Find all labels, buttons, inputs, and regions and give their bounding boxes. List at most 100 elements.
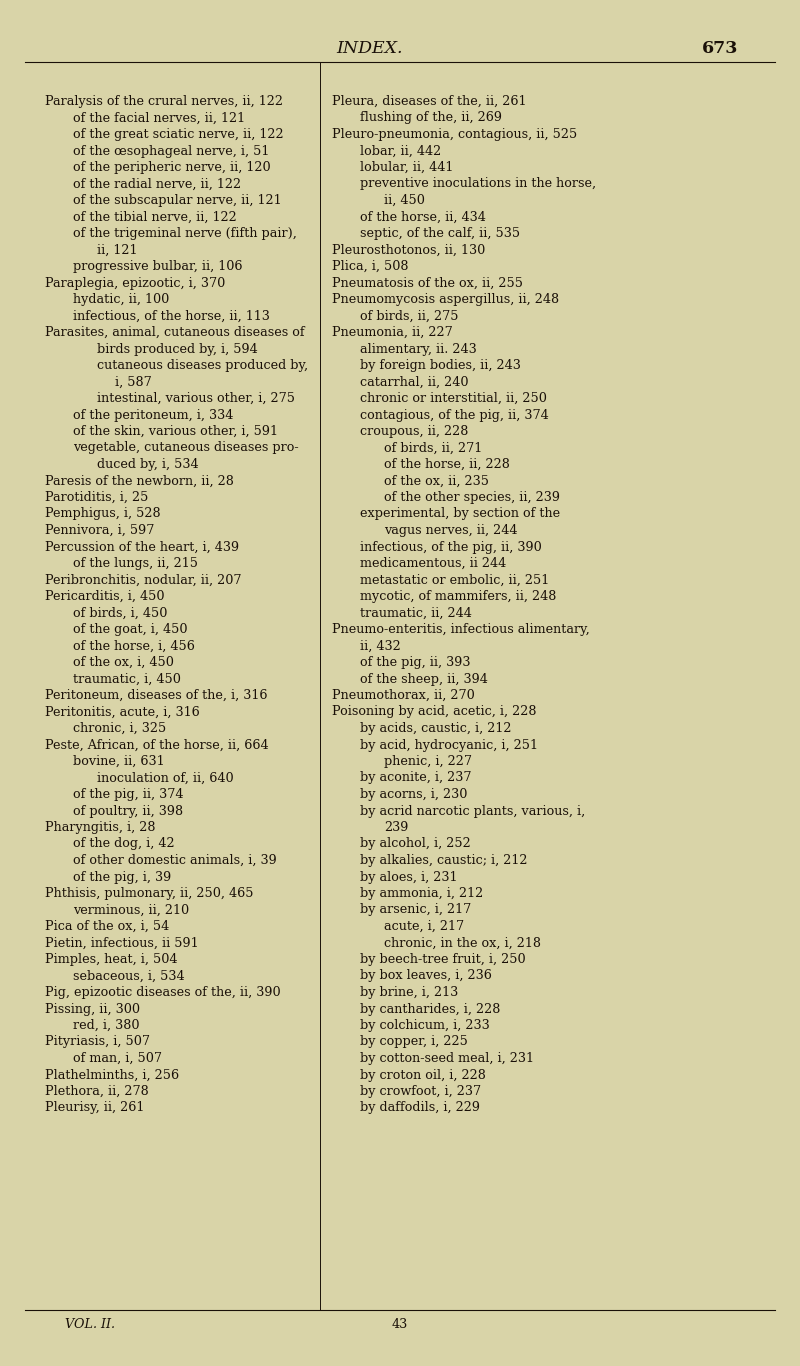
Text: Percussion of the heart, i, 439: Percussion of the heart, i, 439 bbox=[45, 541, 239, 553]
Text: mycotic, of mammifers, ii, 248: mycotic, of mammifers, ii, 248 bbox=[360, 590, 556, 602]
Text: of the skin, various other, i, 591: of the skin, various other, i, 591 bbox=[73, 425, 278, 438]
Text: Parasites, animal, cutaneous diseases of: Parasites, animal, cutaneous diseases of bbox=[45, 326, 305, 339]
Text: of the dog, i, 42: of the dog, i, 42 bbox=[73, 837, 174, 851]
Text: acute, i, 217: acute, i, 217 bbox=[384, 919, 464, 933]
Text: Pneumatosis of the ox, ii, 255: Pneumatosis of the ox, ii, 255 bbox=[332, 276, 523, 290]
Text: of the sheep, ii, 394: of the sheep, ii, 394 bbox=[360, 672, 488, 686]
Text: cutaneous diseases produced by,: cutaneous diseases produced by, bbox=[97, 359, 308, 372]
Text: of the subscapular nerve, ii, 121: of the subscapular nerve, ii, 121 bbox=[73, 194, 282, 208]
Text: of the ox, ii, 235: of the ox, ii, 235 bbox=[384, 474, 489, 488]
Text: traumatic, ii, 244: traumatic, ii, 244 bbox=[360, 607, 472, 620]
Text: by arsenic, i, 217: by arsenic, i, 217 bbox=[360, 903, 471, 917]
Text: Pharyngitis, i, 28: Pharyngitis, i, 28 bbox=[45, 821, 155, 835]
Text: Paresis of the newborn, ii, 28: Paresis of the newborn, ii, 28 bbox=[45, 474, 234, 488]
Text: chronic, in the ox, i, 218: chronic, in the ox, i, 218 bbox=[384, 937, 541, 949]
Text: 673: 673 bbox=[702, 40, 738, 57]
Text: of the facial nerves, ii, 121: of the facial nerves, ii, 121 bbox=[73, 112, 245, 124]
Text: by brine, i, 213: by brine, i, 213 bbox=[360, 986, 458, 999]
Text: ii, 432: ii, 432 bbox=[360, 639, 401, 653]
Text: phenic, i, 227: phenic, i, 227 bbox=[384, 755, 472, 768]
Text: of birds, i, 450: of birds, i, 450 bbox=[73, 607, 167, 620]
Text: of the radial nerve, ii, 122: of the radial nerve, ii, 122 bbox=[73, 178, 241, 190]
Text: catarrhal, ii, 240: catarrhal, ii, 240 bbox=[360, 376, 469, 388]
Text: of the œsophageal nerve, i, 51: of the œsophageal nerve, i, 51 bbox=[73, 145, 270, 157]
Text: of the lungs, ii, 215: of the lungs, ii, 215 bbox=[73, 557, 198, 570]
Text: 239: 239 bbox=[384, 821, 408, 835]
Text: Plathelminths, i, 256: Plathelminths, i, 256 bbox=[45, 1068, 179, 1082]
Text: red, i, 380: red, i, 380 bbox=[73, 1019, 139, 1031]
Text: vagus nerves, ii, 244: vagus nerves, ii, 244 bbox=[384, 525, 518, 537]
Text: Peritonitis, acute, i, 316: Peritonitis, acute, i, 316 bbox=[45, 705, 200, 719]
Text: of the pig, ii, 374: of the pig, ii, 374 bbox=[73, 788, 183, 800]
Text: intestinal, various other, i, 275: intestinal, various other, i, 275 bbox=[97, 392, 295, 404]
Text: Pimples, heat, i, 504: Pimples, heat, i, 504 bbox=[45, 953, 178, 966]
Text: of the pig, ii, 393: of the pig, ii, 393 bbox=[360, 656, 470, 669]
Text: experimental, by section of the: experimental, by section of the bbox=[360, 508, 560, 520]
Text: by cantharides, i, 228: by cantharides, i, 228 bbox=[360, 1003, 500, 1015]
Text: septic, of the calf, ii, 535: septic, of the calf, ii, 535 bbox=[360, 227, 520, 240]
Text: vegetable, cutaneous diseases pro-: vegetable, cutaneous diseases pro- bbox=[73, 441, 298, 455]
Text: by box leaves, i, 236: by box leaves, i, 236 bbox=[360, 970, 492, 982]
Text: Pneumothorax, ii, 270: Pneumothorax, ii, 270 bbox=[332, 688, 474, 702]
Text: Pennivora, i, 597: Pennivora, i, 597 bbox=[45, 525, 154, 537]
Text: of poultry, ii, 398: of poultry, ii, 398 bbox=[73, 805, 183, 817]
Text: by acorns, i, 230: by acorns, i, 230 bbox=[360, 788, 467, 800]
Text: by foreign bodies, ii, 243: by foreign bodies, ii, 243 bbox=[360, 359, 521, 372]
Text: infectious, of the pig, ii, 390: infectious, of the pig, ii, 390 bbox=[360, 541, 542, 553]
Text: infectious, of the horse, ii, 113: infectious, of the horse, ii, 113 bbox=[73, 310, 270, 322]
Text: ii, 450: ii, 450 bbox=[384, 194, 425, 208]
Text: Pneumomycosis aspergillus, ii, 248: Pneumomycosis aspergillus, ii, 248 bbox=[332, 292, 559, 306]
Text: by alkalies, caustic; i, 212: by alkalies, caustic; i, 212 bbox=[360, 854, 527, 867]
Text: Pleura, diseases of the, ii, 261: Pleura, diseases of the, ii, 261 bbox=[332, 96, 526, 108]
Text: Pemphigus, i, 528: Pemphigus, i, 528 bbox=[45, 508, 161, 520]
Text: Poisoning by acid, acetic, i, 228: Poisoning by acid, acetic, i, 228 bbox=[332, 705, 537, 719]
Text: of the trigeminal nerve (fifth pair),: of the trigeminal nerve (fifth pair), bbox=[73, 227, 297, 240]
Text: of the goat, i, 450: of the goat, i, 450 bbox=[73, 623, 187, 637]
Text: Phthisis, pulmonary, ii, 250, 465: Phthisis, pulmonary, ii, 250, 465 bbox=[45, 887, 254, 900]
Text: of the great sciatic nerve, ii, 122: of the great sciatic nerve, ii, 122 bbox=[73, 128, 284, 141]
Text: Parotiditis, i, 25: Parotiditis, i, 25 bbox=[45, 490, 148, 504]
Text: Plica, i, 508: Plica, i, 508 bbox=[332, 260, 409, 273]
Text: Pneumo-enteritis, infectious alimentary,: Pneumo-enteritis, infectious alimentary, bbox=[332, 623, 590, 637]
Text: of the horse, ii, 434: of the horse, ii, 434 bbox=[360, 210, 486, 224]
Text: of the peritoneum, i, 334: of the peritoneum, i, 334 bbox=[73, 408, 234, 422]
Text: of the other species, ii, 239: of the other species, ii, 239 bbox=[384, 490, 560, 504]
Text: by aconite, i, 237: by aconite, i, 237 bbox=[360, 772, 471, 784]
Text: by colchicum, i, 233: by colchicum, i, 233 bbox=[360, 1019, 490, 1031]
Text: Pleurosthotonos, ii, 130: Pleurosthotonos, ii, 130 bbox=[332, 243, 486, 257]
Text: Peribronchitis, nodular, ii, 207: Peribronchitis, nodular, ii, 207 bbox=[45, 574, 242, 586]
Text: duced by, i, 534: duced by, i, 534 bbox=[97, 458, 198, 471]
Text: of the ox, i, 450: of the ox, i, 450 bbox=[73, 656, 174, 669]
Text: of the peripheric nerve, ii, 120: of the peripheric nerve, ii, 120 bbox=[73, 161, 270, 173]
Text: by acid, hydrocyanic, i, 251: by acid, hydrocyanic, i, 251 bbox=[360, 739, 538, 751]
Text: preventive inoculations in the horse,: preventive inoculations in the horse, bbox=[360, 178, 596, 190]
Text: by cotton-seed meal, i, 231: by cotton-seed meal, i, 231 bbox=[360, 1052, 534, 1065]
Text: by croton oil, i, 228: by croton oil, i, 228 bbox=[360, 1068, 486, 1082]
Text: of the pig, i, 39: of the pig, i, 39 bbox=[73, 870, 171, 884]
Text: metastatic or embolic, ii, 251: metastatic or embolic, ii, 251 bbox=[360, 574, 550, 586]
Text: hydatic, ii, 100: hydatic, ii, 100 bbox=[73, 292, 170, 306]
Text: birds produced by, i, 594: birds produced by, i, 594 bbox=[97, 343, 258, 355]
Text: by aloes, i, 231: by aloes, i, 231 bbox=[360, 870, 458, 884]
Text: croupous, ii, 228: croupous, ii, 228 bbox=[360, 425, 468, 438]
Text: of man, i, 507: of man, i, 507 bbox=[73, 1052, 162, 1065]
Text: flushing of the, ii, 269: flushing of the, ii, 269 bbox=[360, 112, 502, 124]
Text: Paraplegia, epizootic, i, 370: Paraplegia, epizootic, i, 370 bbox=[45, 276, 226, 290]
Text: 43: 43 bbox=[392, 1318, 408, 1330]
Text: of the horse, i, 456: of the horse, i, 456 bbox=[73, 639, 195, 653]
Text: progressive bulbar, ii, 106: progressive bulbar, ii, 106 bbox=[73, 260, 242, 273]
Text: Pig, epizootic diseases of the, ii, 390: Pig, epizootic diseases of the, ii, 390 bbox=[45, 986, 281, 999]
Text: Paralysis of the crural nerves, ii, 122: Paralysis of the crural nerves, ii, 122 bbox=[45, 96, 283, 108]
Text: i, 587: i, 587 bbox=[115, 376, 152, 388]
Text: Plethora, ii, 278: Plethora, ii, 278 bbox=[45, 1085, 149, 1098]
Text: by acids, caustic, i, 212: by acids, caustic, i, 212 bbox=[360, 723, 511, 735]
Text: bovine, ii, 631: bovine, ii, 631 bbox=[73, 755, 165, 768]
Text: by beech-tree fruit, i, 250: by beech-tree fruit, i, 250 bbox=[360, 953, 526, 966]
Text: ii, 121: ii, 121 bbox=[97, 243, 138, 257]
Text: lobular, ii, 441: lobular, ii, 441 bbox=[360, 161, 454, 173]
Text: by alcohol, i, 252: by alcohol, i, 252 bbox=[360, 837, 470, 851]
Text: Pityriasis, i, 507: Pityriasis, i, 507 bbox=[45, 1035, 150, 1049]
Text: Peritoneum, diseases of the, i, 316: Peritoneum, diseases of the, i, 316 bbox=[45, 688, 267, 702]
Text: Pica of the ox, i, 54: Pica of the ox, i, 54 bbox=[45, 919, 170, 933]
Text: of other domestic animals, i, 39: of other domestic animals, i, 39 bbox=[73, 854, 277, 867]
